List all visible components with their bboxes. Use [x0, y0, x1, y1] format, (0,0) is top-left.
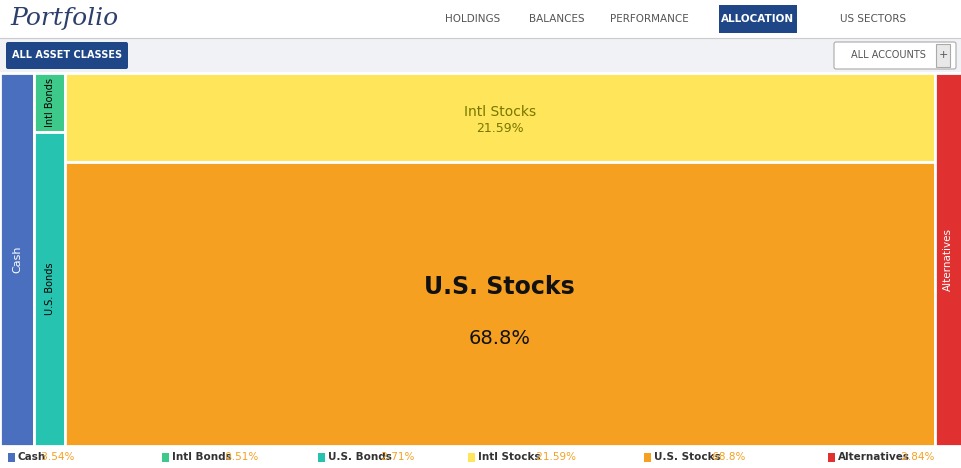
Bar	[34, 132, 65, 446]
Text: Portfolio: Portfolio	[10, 7, 118, 30]
Bar	[643, 453, 651, 462]
Bar	[827, 453, 834, 462]
Bar	[0, 73, 34, 446]
Text: HOLDINGS: HOLDINGS	[445, 14, 500, 24]
Text: U.S. Stocks: U.S. Stocks	[424, 275, 575, 299]
Text: 68.8%: 68.8%	[468, 329, 530, 348]
Text: U.S. Bonds: U.S. Bonds	[44, 263, 55, 315]
Bar	[65, 162, 934, 446]
Text: US SECTORS: US SECTORS	[839, 14, 905, 24]
Text: Intl Bonds: Intl Bonds	[172, 452, 232, 462]
FancyBboxPatch shape	[718, 5, 796, 33]
Text: 21.59%: 21.59%	[532, 452, 576, 462]
Text: +: +	[937, 51, 947, 60]
Text: 0.51%: 0.51%	[222, 452, 258, 462]
Bar	[318, 453, 325, 462]
Text: Alternatives: Alternatives	[837, 452, 909, 462]
Text: U.S. Stocks: U.S. Stocks	[653, 452, 720, 462]
FancyBboxPatch shape	[833, 42, 955, 69]
Text: ALLOCATION: ALLOCATION	[721, 14, 794, 24]
Text: 21.59%: 21.59%	[476, 122, 523, 135]
Text: Alternatives: Alternatives	[943, 228, 952, 291]
Bar	[935, 44, 949, 67]
Text: PERFORMANCE: PERFORMANCE	[609, 14, 688, 24]
Text: BALANCES: BALANCES	[529, 14, 584, 24]
Text: Intl Stocks: Intl Stocks	[478, 452, 540, 462]
Bar	[8, 453, 15, 462]
Text: Intl Stocks: Intl Stocks	[463, 105, 535, 119]
FancyBboxPatch shape	[6, 42, 128, 69]
Text: ALL ASSET CLASSES: ALL ASSET CLASSES	[12, 51, 122, 60]
Bar	[0, 0, 961, 38]
Text: Intl Bonds: Intl Bonds	[44, 78, 55, 127]
Text: Cash: Cash	[18, 452, 46, 462]
Text: 68.8%: 68.8%	[708, 452, 745, 462]
Bar	[934, 73, 961, 446]
Bar	[0, 38, 961, 73]
Bar	[0, 446, 961, 468]
Bar	[467, 453, 475, 462]
Bar	[65, 73, 934, 162]
Bar	[161, 453, 169, 462]
Text: 3.54%: 3.54%	[38, 452, 74, 462]
Text: ALL ACCOUNTS: ALL ACCOUNTS	[850, 51, 924, 60]
Text: 2.84%: 2.84%	[897, 452, 933, 462]
Text: Cash: Cash	[12, 246, 22, 273]
Bar	[34, 73, 65, 132]
Text: U.S. Bonds: U.S. Bonds	[328, 452, 391, 462]
Text: 2.71%: 2.71%	[378, 452, 414, 462]
